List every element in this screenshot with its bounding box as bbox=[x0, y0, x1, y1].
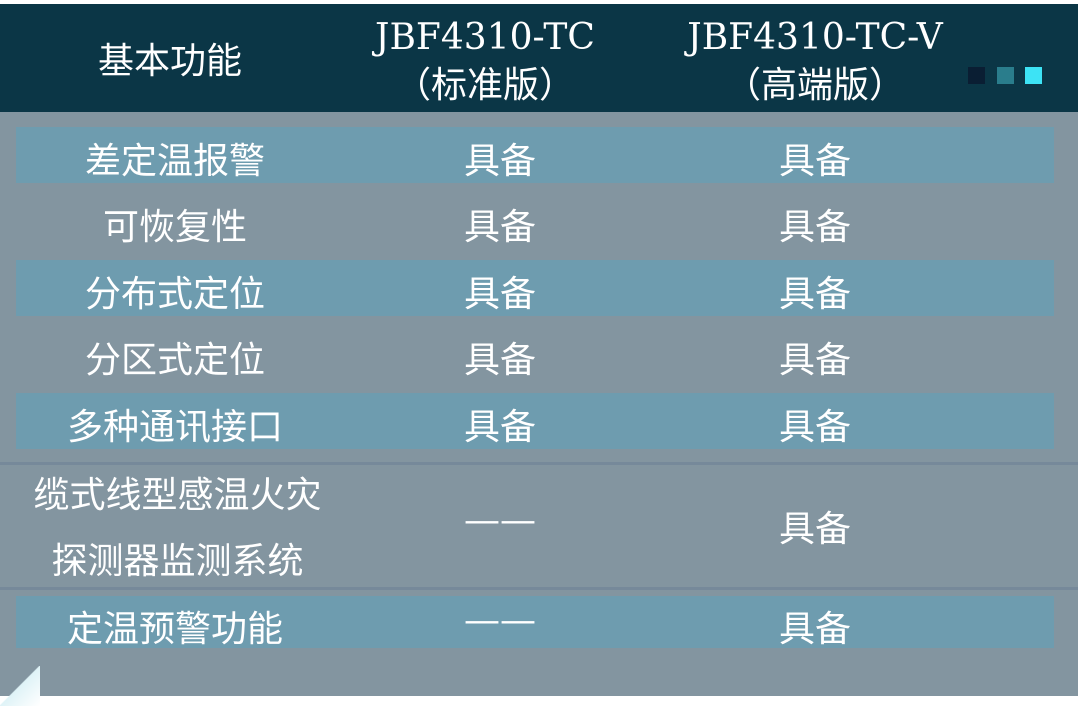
standard-cell: 具备 bbox=[463, 407, 536, 448]
decor-corner bbox=[0, 666, 40, 706]
row-band bbox=[16, 393, 1054, 449]
row-band bbox=[16, 127, 1054, 183]
header-premium-edition: （高端版） bbox=[724, 65, 905, 106]
header-feature: 基本功能 bbox=[97, 41, 242, 82]
comparison-table: 基本功能 JBF4310-TC （标准版） JBF4310-TC-V （高端版）… bbox=[0, 4, 1078, 696]
row-band bbox=[16, 596, 1054, 648]
standard-cell: 具备 bbox=[463, 207, 536, 248]
feature-cell: 分布式定位 bbox=[84, 274, 265, 315]
feature-cell: 定温预警功能 bbox=[66, 609, 283, 650]
header-standard-model: JBF4310-TC bbox=[375, 17, 595, 58]
decor-square-mid-icon bbox=[997, 67, 1014, 84]
standard-cell: 具备 bbox=[463, 274, 536, 315]
premium-cell: 具备 bbox=[778, 141, 851, 182]
header-premium-model: JBF4310-TC-V bbox=[687, 17, 943, 58]
premium-cell: 具备 bbox=[778, 509, 851, 550]
feature-cell-line1: 缆式线型感温火灾 bbox=[33, 475, 322, 516]
divider bbox=[0, 462, 1078, 465]
header-standard: JBF4310-TC （标准版） bbox=[330, 14, 640, 110]
standard-cell: 具备 bbox=[463, 141, 536, 182]
decor-square-bright-icon bbox=[1025, 67, 1042, 84]
premium-cell: 具备 bbox=[778, 274, 851, 315]
standard-cell: —— bbox=[464, 600, 536, 641]
premium-cell: 具备 bbox=[778, 407, 851, 448]
standard-cell: —— bbox=[464, 500, 536, 541]
row-band bbox=[16, 260, 1054, 316]
feature-cell: 分区式定位 bbox=[84, 340, 265, 381]
premium-cell: 具备 bbox=[778, 609, 851, 650]
feature-cell: 可恢复性 bbox=[102, 207, 247, 248]
feature-cell-line2: 探测器监测系统 bbox=[51, 541, 304, 582]
header-standard-edition: （标准版） bbox=[394, 65, 575, 106]
premium-cell: 具备 bbox=[778, 207, 851, 248]
decor-square-dark-icon bbox=[968, 67, 985, 84]
standard-cell: 具备 bbox=[463, 340, 536, 381]
header-premium: JBF4310-TC-V （高端版） bbox=[660, 14, 970, 110]
premium-cell: 具备 bbox=[778, 340, 851, 381]
divider bbox=[0, 587, 1078, 590]
feature-cell: 多种通讯接口 bbox=[66, 407, 283, 448]
table-header: 基本功能 JBF4310-TC （标准版） JBF4310-TC-V （高端版） bbox=[0, 4, 1078, 112]
feature-cell: 差定温报警 bbox=[84, 141, 265, 182]
